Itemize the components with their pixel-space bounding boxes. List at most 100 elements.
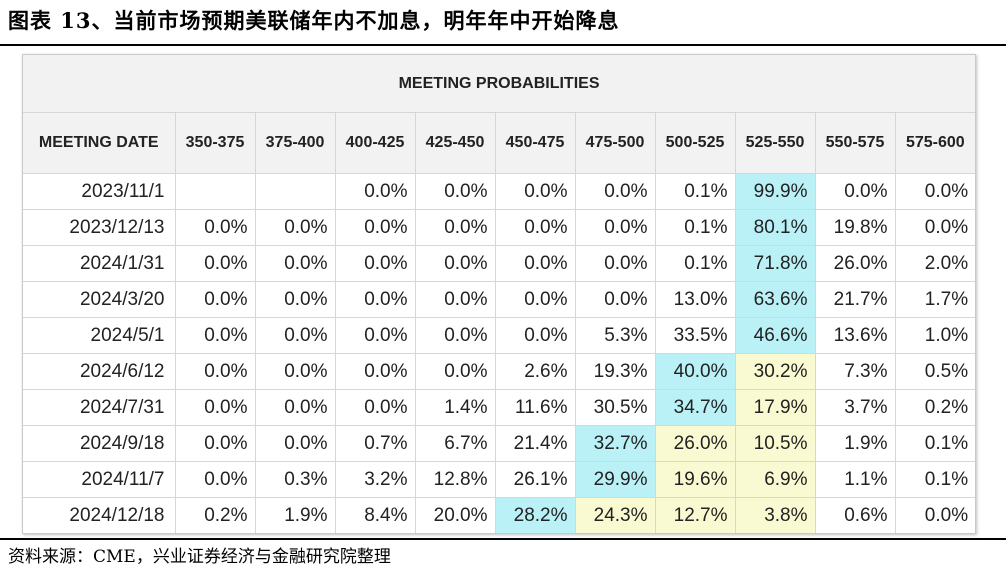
probability-cell: 0.0% — [495, 173, 576, 210]
probability-cell: 12.8% — [415, 461, 496, 498]
meeting-date-cell: 2024/11/7 — [23, 461, 176, 498]
probability-cell: 7.3% — [815, 353, 896, 390]
probability-cell: 13.6% — [815, 317, 896, 354]
meeting-date-cell: 2024/3/20 — [23, 281, 176, 318]
probability-cell: 0.3% — [255, 461, 336, 498]
column-header-row: MEETING DATE 350-375 375-400 400-425 425-45… — [23, 112, 976, 174]
probability-cell: 10.5% — [735, 425, 816, 462]
probability-cell: 11.6% — [495, 389, 576, 426]
meeting-date-cell: 2024/7/31 — [23, 389, 176, 426]
probability-cell: 0.0% — [255, 209, 336, 246]
probability-cell: 63.6% — [735, 281, 816, 318]
probability-cell: 30.2% — [735, 353, 816, 390]
table-row: 2023/12/13 0.0% 0.0% 0.0% 0.0% 0.0% 0.0% 0.1% 80… — [23, 209, 976, 246]
probability-cell: 0.0% — [175, 425, 256, 462]
table-row: 2024/7/31 0.0% 0.0% 0.0% 1.4% 11.6% 30.5% 34.7%… — [23, 389, 976, 426]
probability-cell: 0.0% — [335, 245, 416, 282]
column-header: 475-500 — [575, 112, 656, 174]
probability-cell: 3.2% — [335, 461, 416, 498]
table-row: 2024/12/18 0.2% 1.9% 8.4% 20.0% 28.2% 24.3% 12.… — [23, 497, 975, 533]
probability-cell: 46.6% — [735, 317, 816, 354]
probability-cell: 0.1% — [655, 245, 736, 282]
probability-cell: 34.7% — [655, 389, 736, 426]
probability-table-panel: MEETING PROBABILITIES MEETING DATE 350-3… — [22, 54, 976, 534]
probability-cell: 0.0% — [335, 317, 416, 354]
probability-cell: 0.0% — [175, 317, 256, 354]
table-row: 2024/5/1 0.0% 0.0% 0.0% 0.0% 0.0% 5.3% 33.5% 46.… — [23, 317, 976, 354]
meeting-date-cell: 2024/9/18 — [23, 425, 176, 462]
probability-cell: 0.0% — [255, 389, 336, 426]
probability-cell: 3.8% — [735, 497, 816, 533]
probability-cell: 12.7% — [655, 497, 736, 533]
bottom-rule — [0, 538, 1006, 540]
probability-cell: 0.0% — [255, 245, 336, 282]
probability-cell: 24.3% — [575, 497, 656, 533]
probability-cell: 0.1% — [895, 425, 976, 462]
probability-cell: 0.0% — [255, 425, 336, 462]
probability-cell: 0.0% — [255, 281, 336, 318]
probability-cell: 19.6% — [655, 461, 736, 498]
probability-cell: 0.0% — [415, 245, 496, 282]
probability-cell: 0.2% — [175, 497, 256, 533]
top-rule — [0, 44, 1006, 46]
probability-cell: 0.0% — [175, 389, 256, 426]
probability-cell: 19.8% — [815, 209, 896, 246]
probability-cell: 19.3% — [575, 353, 656, 390]
meeting-date-cell: 2024/1/31 — [23, 245, 176, 282]
probability-cell: 1.4% — [415, 389, 496, 426]
probability-cell: 0.0% — [335, 209, 416, 246]
meeting-date-cell: 2024/5/1 — [23, 317, 176, 354]
probability-cell: 8.4% — [335, 497, 416, 533]
table-row: 2024/1/31 0.0% 0.0% 0.0% 0.0% 0.0% 0.0% 0.1% 71.… — [23, 245, 976, 282]
probability-cell: 0.0% — [895, 209, 976, 246]
probability-cell: 20.0% — [415, 497, 496, 533]
probability-cell: 26.0% — [655, 425, 736, 462]
probability-cell: 0.0% — [575, 209, 656, 246]
probability-cell: 13.0% — [655, 281, 736, 318]
column-header: 425-450 — [415, 112, 496, 174]
table-row: 2023/11/1 0.0% 0.0% 0.0% 0.0% 0.1% 99.9% 0.0% 0.… — [23, 173, 976, 210]
probability-cell: 0.5% — [895, 353, 976, 390]
column-header: 350-375 — [175, 112, 256, 174]
probability-cell: 21.4% — [495, 425, 576, 462]
probability-cell: 0.0% — [495, 209, 576, 246]
probability-cell: 1.9% — [255, 497, 336, 533]
column-header-meeting-date: MEETING DATE — [23, 112, 176, 174]
meeting-date-cell: 2024/12/18 — [23, 497, 176, 533]
probability-cell: 0.0% — [175, 353, 256, 390]
probability-cell: 40.0% — [655, 353, 736, 390]
probability-cell: 26.1% — [495, 461, 576, 498]
table-row: 2024/6/12 0.0% 0.0% 0.0% 0.0% 2.6% 19.3% 40.0% 3… — [23, 353, 976, 390]
probability-cell: 0.0% — [255, 317, 336, 354]
probability-cell: 0.0% — [415, 173, 496, 210]
column-header: 525-550 — [735, 112, 816, 174]
probability-cell: 0.0% — [415, 317, 496, 354]
source-note: 资料来源：CME，兴业证券经济与金融研究院整理 — [8, 547, 391, 567]
probability-cell: 0.0% — [335, 389, 416, 426]
probability-cell: 0.0% — [335, 353, 416, 390]
probability-cell: 6.7% — [415, 425, 496, 462]
probability-cell: 3.7% — [815, 389, 896, 426]
meeting-date-cell: 2023/12/13 — [23, 209, 176, 246]
probability-cell: 0.0% — [175, 209, 256, 246]
column-header: 450-475 — [495, 112, 576, 174]
probability-cell: 0.0% — [495, 281, 576, 318]
probability-cell — [175, 173, 256, 210]
probability-cell: 0.1% — [895, 461, 976, 498]
probability-cell: 0.0% — [575, 281, 656, 318]
column-header: 500-525 — [655, 112, 736, 174]
probability-cell: 0.6% — [815, 497, 896, 533]
probability-cell: 32.7% — [575, 425, 656, 462]
probability-cell: 1.7% — [895, 281, 976, 318]
table-body: 2023/11/1 0.0% 0.0% 0.0% 0.0% 0.1% 99.9% 0.0% 0.… — [23, 173, 976, 533]
probability-cell: 71.8% — [735, 245, 816, 282]
probability-cell: 0.0% — [575, 245, 656, 282]
probability-cell: 30.5% — [575, 389, 656, 426]
probability-cell: 0.0% — [415, 353, 496, 390]
meeting-date-cell: 2023/11/1 — [23, 173, 176, 210]
probability-cell: 21.7% — [815, 281, 896, 318]
probability-cell: 0.0% — [924, 504, 969, 526]
probability-cell: 0.0% — [335, 281, 416, 318]
table-row: 2024/9/18 0.0% 0.0% 0.7% 6.7% 21.4% 32.7% 26.0%… — [23, 425, 976, 462]
probability-cell: 0.0% — [175, 245, 256, 282]
